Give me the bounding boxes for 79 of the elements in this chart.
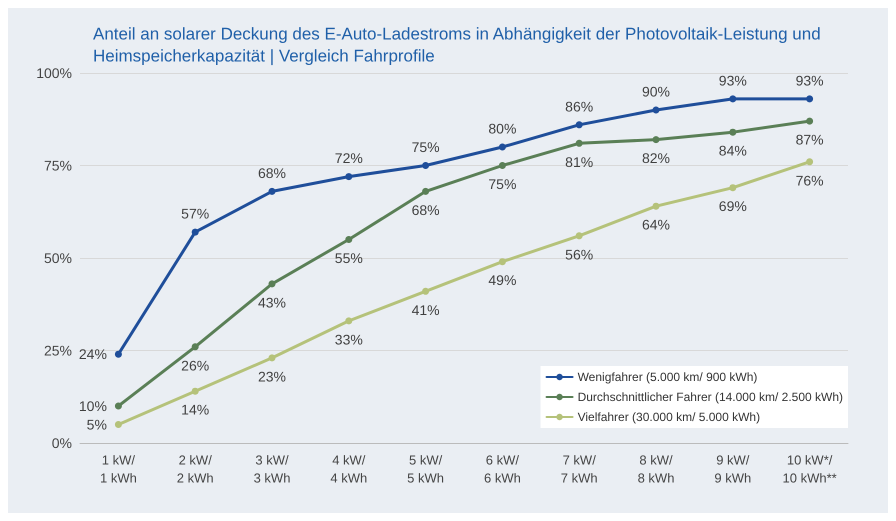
x-tick-label: 1 kW/ 1 kWh	[100, 452, 137, 486]
data-label: 10%	[78, 398, 107, 414]
point	[498, 144, 506, 150]
data-label: 49%	[488, 272, 516, 288]
point	[422, 162, 430, 169]
point	[498, 258, 506, 266]
data-label: 5%	[86, 416, 107, 432]
data-label: 93%	[718, 72, 747, 88]
point	[652, 136, 660, 144]
data-label: 86%	[565, 98, 594, 114]
data-label: 75%	[412, 139, 440, 155]
data-label: 24%	[78, 346, 107, 362]
data-label: 84%	[718, 142, 747, 159]
point	[345, 236, 352, 243]
point	[268, 280, 276, 288]
point	[114, 350, 122, 358]
data-label: 64%	[642, 216, 670, 233]
data-label: 56%	[565, 246, 594, 262]
point	[652, 202, 660, 210]
point	[114, 421, 122, 428]
data-label: 41%	[412, 302, 440, 318]
y-tick-label: 0%	[52, 435, 72, 451]
point	[422, 188, 430, 195]
x-tick-label: 8 kW/ 8 kWh	[638, 452, 674, 486]
data-label: 87%	[796, 132, 824, 148]
data-label: 82%	[642, 150, 670, 166]
data-label: 69%	[718, 198, 747, 214]
x-tick-label: 6 kW/ 6 kWh	[484, 452, 521, 486]
data-label: 33%	[334, 331, 363, 348]
point	[806, 118, 814, 125]
point	[806, 95, 814, 102]
data-label: 68%	[258, 164, 286, 181]
point	[729, 128, 736, 136]
point	[192, 228, 199, 236]
data-label: 72%	[334, 150, 363, 166]
point	[729, 184, 736, 192]
data-label: 14%	[181, 402, 210, 418]
legend-label: Vielfahrer (30.000 km/ 5.000 kWh)	[578, 410, 760, 424]
data-label: 81%	[565, 154, 594, 170]
point	[576, 232, 583, 240]
data-label: 75%	[488, 176, 516, 192]
data-label: 80%	[488, 120, 516, 136]
x-tick-label: 3 kW/ 3 kWh	[254, 452, 290, 486]
point	[345, 317, 352, 324]
x-tick-label: 10 kW*/ 10 kWh**	[782, 452, 837, 486]
point	[498, 162, 506, 169]
x-tick-label: 9 kW/ 9 kWh	[714, 452, 752, 486]
point	[652, 106, 660, 114]
data-label: 93%	[796, 72, 824, 88]
data-label: 76%	[796, 172, 824, 188]
data-label: 23%	[258, 368, 286, 384]
x-tick-label: 5 kW/ 5 kWh	[407, 452, 444, 486]
y-tick-label: 75%	[44, 158, 72, 174]
point	[422, 288, 430, 295]
y-tick-label: 25%	[44, 342, 72, 358]
x-tick-label: 4 kW/ 4 kWh	[330, 452, 368, 486]
chart-title: Anteil an solarer Deckung des E-Auto-Ladestroms in Abhängigkeit der Photovoltaik-Leistung und Heimspeicherkapazität | Vergleich Fahrprofile	[93, 24, 826, 66]
point	[268, 188, 276, 195]
legend-label: Durchschnittlicher Fahrer (14.000 km/ 2.500 kWh)	[578, 390, 844, 404]
point	[806, 158, 814, 166]
x-tick-label: 2 kW/ 2 kWh	[176, 452, 214, 486]
data-label: 43%	[258, 294, 286, 310]
data-label: 55%	[334, 250, 363, 266]
data-label: 68%	[412, 202, 440, 218]
point	[345, 173, 352, 180]
data-label: 26%	[181, 357, 210, 374]
legend-label: Wenigfahrer (5.000 km/ 900 kWh)	[578, 370, 758, 384]
point	[268, 354, 276, 362]
x-tick-label: 7 kW/ 7 kWh	[560, 452, 598, 486]
point	[576, 121, 583, 128]
point	[114, 402, 122, 410]
point	[192, 388, 199, 395]
data-label: 57%	[181, 206, 210, 222]
point	[192, 343, 199, 350]
y-tick-label: 100%	[36, 65, 72, 81]
data-label: 90%	[642, 84, 670, 100]
y-tick-label: 50%	[44, 250, 72, 266]
point	[576, 140, 583, 147]
point	[729, 95, 736, 102]
